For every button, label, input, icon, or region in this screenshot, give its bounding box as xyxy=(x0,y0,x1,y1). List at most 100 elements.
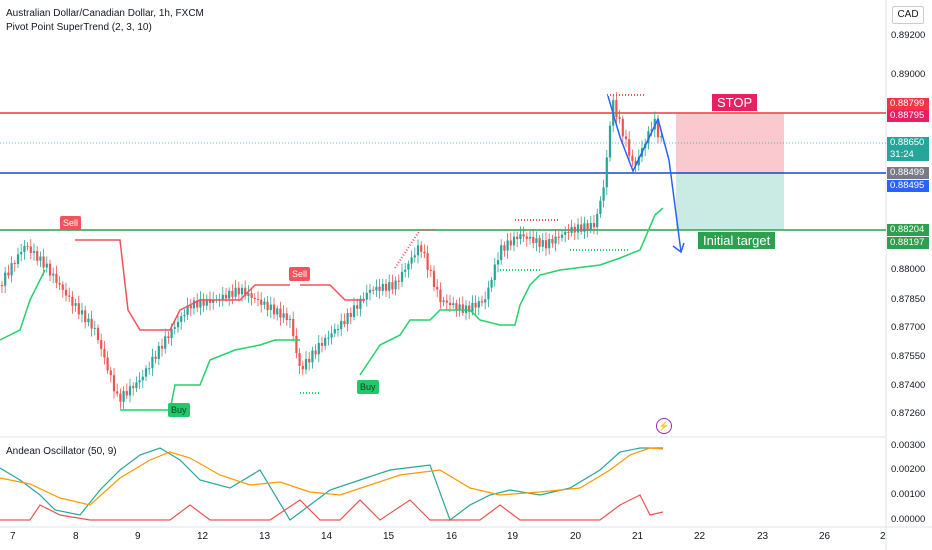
indicator-title: Pivot Point SuperTrend (2, 3, 10) xyxy=(6,22,152,33)
candle-body xyxy=(650,129,653,132)
candle-body xyxy=(349,313,352,318)
candle-body xyxy=(404,269,407,272)
candle-body xyxy=(368,289,372,293)
candle-body xyxy=(541,240,544,247)
supertrend-segment xyxy=(0,269,46,341)
candle-body xyxy=(116,391,119,394)
candle-body xyxy=(452,303,455,306)
candle-body xyxy=(128,386,132,396)
candle-body xyxy=(151,356,154,369)
candle-body xyxy=(282,313,285,318)
projection-drawing[interactable] xyxy=(607,95,682,253)
candle-body xyxy=(64,289,68,296)
candle-body xyxy=(157,345,160,359)
time-axis-label: 2 xyxy=(880,531,886,542)
candle-body xyxy=(125,391,128,396)
time-axis-label: 12 xyxy=(197,531,209,542)
candle-body xyxy=(551,239,554,244)
candle-body xyxy=(260,299,263,305)
candle-body xyxy=(570,226,573,233)
stop-price-tag: 0.88799 xyxy=(887,98,929,110)
candle-body xyxy=(480,301,484,303)
candle-body xyxy=(234,287,237,297)
candle-body xyxy=(554,236,557,244)
candle-body xyxy=(231,290,234,297)
candle-body xyxy=(141,376,144,381)
candle-body xyxy=(7,272,10,276)
candle-body xyxy=(372,289,375,291)
price-axis-label: 0.87700 xyxy=(891,322,926,333)
candle-body xyxy=(10,263,13,276)
candle-body xyxy=(493,264,496,281)
countdown-tag: 31:24 xyxy=(887,149,929,161)
candle-body xyxy=(356,305,359,309)
candle-body xyxy=(228,290,231,299)
entry-price-tag: 0.88499 xyxy=(887,167,929,179)
candle-body xyxy=(436,286,439,290)
candle-body xyxy=(634,160,637,166)
candle-body xyxy=(308,359,311,363)
candle-body xyxy=(359,298,362,309)
candle-body xyxy=(122,391,125,402)
candle-body xyxy=(74,303,77,306)
time-axis-label: 26 xyxy=(819,531,831,542)
buy-signal: Buy xyxy=(357,380,379,394)
candle-body xyxy=(660,136,663,138)
candle-body xyxy=(148,368,151,370)
candle-body xyxy=(628,139,631,156)
arrow-icon xyxy=(672,242,685,254)
oscillator-axis-label: 0.00200 xyxy=(891,464,926,475)
candle-body xyxy=(154,356,157,359)
candle-body xyxy=(461,304,464,313)
candle-body xyxy=(279,308,282,318)
candle-body xyxy=(298,353,301,366)
candle-body xyxy=(474,302,477,308)
candle-body xyxy=(596,214,599,228)
candle-body xyxy=(167,336,170,339)
candle-body xyxy=(170,328,173,339)
candle-body xyxy=(586,223,589,230)
candle-body xyxy=(407,263,410,270)
candle-body xyxy=(324,337,327,346)
candle-body xyxy=(477,301,480,308)
candle-body xyxy=(256,298,260,300)
time-axis-label: 8 xyxy=(73,531,79,542)
candle-body xyxy=(384,283,388,291)
candle-body xyxy=(522,234,525,237)
candle-body xyxy=(144,368,148,377)
candle-body xyxy=(525,236,528,239)
supertrend-line xyxy=(0,94,664,411)
candle-body xyxy=(61,284,64,290)
stop-label[interactable]: STOP xyxy=(712,94,758,111)
candle-body xyxy=(180,316,183,322)
candle-body xyxy=(20,251,23,255)
price-axis-label: 0.89000 xyxy=(891,69,926,80)
candle-body xyxy=(23,246,26,252)
target-label[interactable]: Initial target xyxy=(698,232,776,249)
candle-body xyxy=(656,118,660,138)
candle-body xyxy=(439,289,442,303)
candle-body xyxy=(391,282,394,290)
candle-body xyxy=(599,200,602,215)
candle-body xyxy=(138,380,141,383)
candle-body xyxy=(36,251,39,261)
candle-body xyxy=(288,319,292,321)
candle-body xyxy=(311,350,314,363)
candle-body xyxy=(90,318,93,329)
candle-body xyxy=(608,125,612,158)
candle-body xyxy=(212,299,215,303)
oscillator-bear-line xyxy=(0,494,664,521)
currency-button[interactable]: CAD xyxy=(892,6,924,24)
candle-body xyxy=(445,300,448,303)
candle-body xyxy=(0,285,4,286)
lightning-icon[interactable]: ⚡ xyxy=(656,418,672,434)
candle-body xyxy=(416,245,420,256)
candle-body xyxy=(381,283,384,291)
candle-body xyxy=(487,287,490,300)
candle-body xyxy=(557,236,560,238)
supertrend-segment xyxy=(359,207,664,376)
candle-body xyxy=(84,310,87,323)
oscillator-title: Andean Oscillator (50, 9) xyxy=(6,446,117,457)
